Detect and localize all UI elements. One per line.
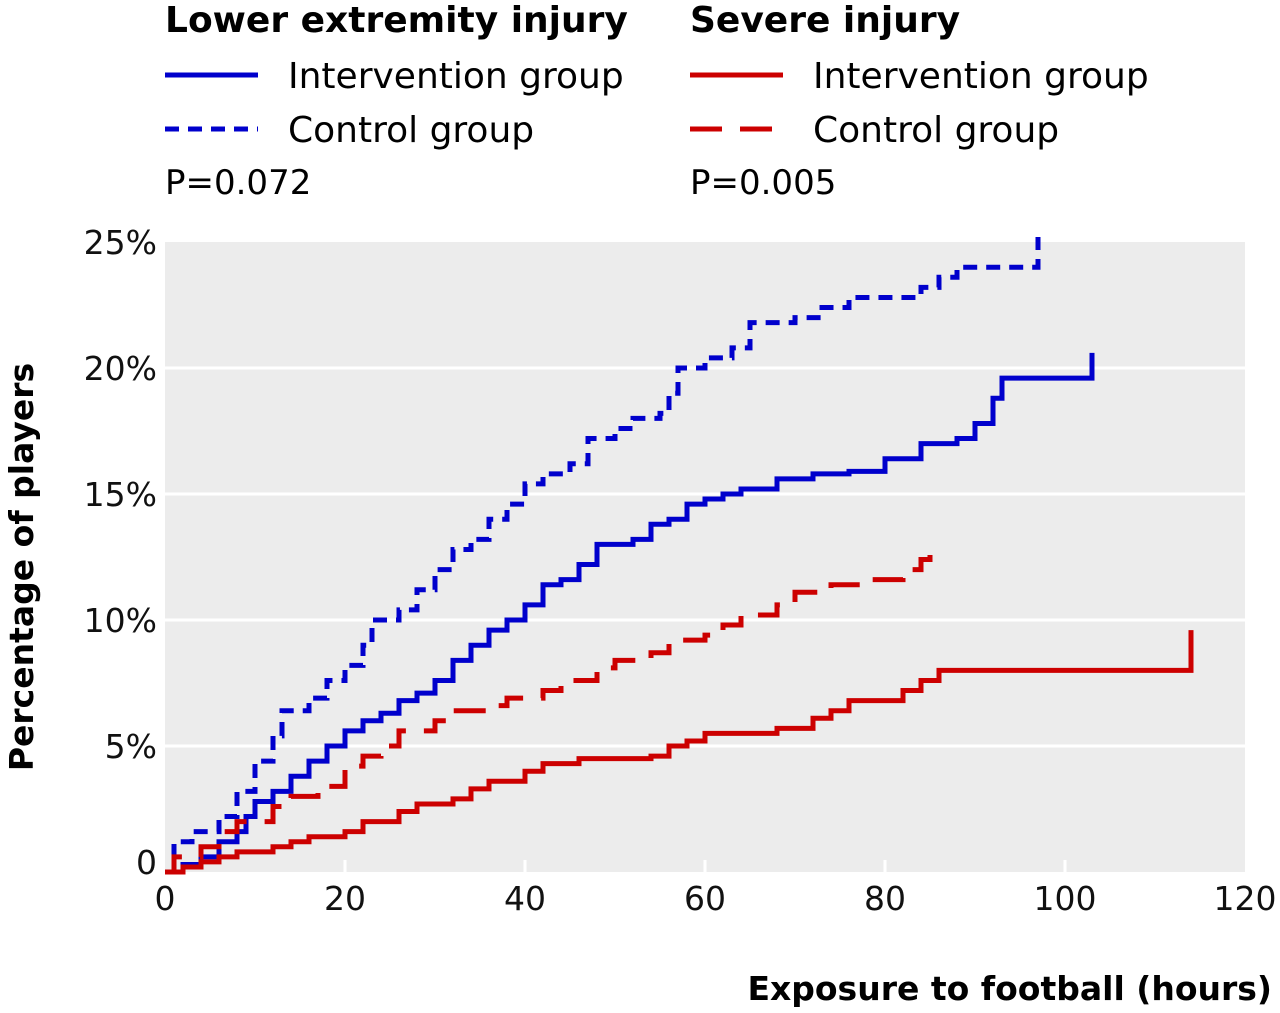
- y-tick-label-5: 5%: [105, 727, 157, 766]
- p-value-lower-extremity: P=0.072: [165, 163, 311, 203]
- series-line-3: [165, 539, 933, 875]
- x-tick-label-0: 0: [155, 879, 176, 918]
- legend-label-severe-intervention: Intervention group: [813, 56, 1149, 97]
- legend-label-lower-intervention: Intervention group: [288, 56, 624, 97]
- x-axis-ticks: 0 20 40 60 80 100 120: [155, 879, 1277, 918]
- legend-heading-severe: Severe injury: [690, 0, 960, 41]
- series-line-2: [165, 630, 1194, 875]
- legend: Lower extremity injury Intervention grou…: [165, 0, 1149, 203]
- legend-label-severe-control: Control group: [813, 110, 1059, 151]
- legend-heading-lower-extremity: Lower extremity injury: [165, 0, 628, 41]
- series-line-1: [165, 236, 1041, 875]
- y-tick-label-10: 10%: [84, 601, 157, 640]
- x-tick-label-40: 40: [504, 879, 546, 918]
- y-tick-label-20: 20%: [84, 349, 157, 388]
- x-tick-label-100: 100: [1034, 879, 1097, 918]
- plot-background: [165, 242, 1245, 872]
- legend-group-lower-extremity: Lower extremity injury Intervention grou…: [165, 0, 628, 203]
- series-lines: [165, 236, 1194, 875]
- y-tick-label-0: 0: [136, 843, 157, 882]
- legend-group-severe: Severe injury Intervention group Control…: [690, 0, 1149, 203]
- y-tick-label-15: 15%: [84, 475, 157, 514]
- x-tick-label-120: 120: [1214, 879, 1277, 918]
- p-value-severe: P=0.005: [690, 163, 836, 203]
- x-tick-label-20: 20: [324, 879, 366, 918]
- y-axis-ticks: 0 5% 10% 15% 20% 25%: [84, 223, 157, 882]
- gridlines: [165, 366, 1245, 872]
- series-line-0: [165, 352, 1095, 875]
- y-tick-label-25: 25%: [84, 223, 157, 262]
- x-tick-label-60: 60: [684, 879, 726, 918]
- x-tick-label-80: 80: [864, 879, 906, 918]
- legend-label-lower-control: Control group: [288, 110, 534, 151]
- y-axis-title: Percentage of players: [2, 363, 41, 771]
- x-axis-title: Exposure to football (hours): [747, 969, 1272, 1008]
